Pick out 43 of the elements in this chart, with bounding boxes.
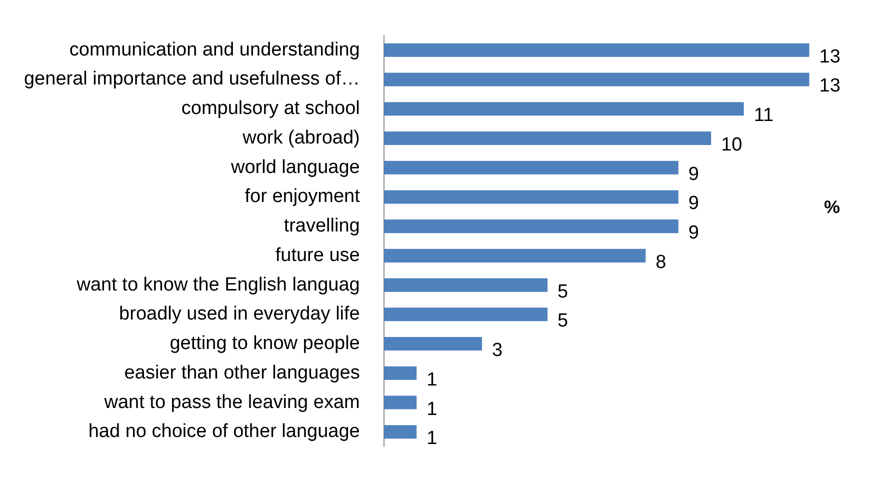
y-tick-label: for enjoyment	[244, 186, 361, 208]
data-label: 1	[426, 398, 438, 420]
data-label: 1	[426, 428, 438, 450]
bar	[384, 425, 417, 439]
y-tick-label: work (abroad)	[242, 127, 360, 148]
y-tick-label: easier than other languages	[124, 362, 360, 384]
y-tick-label: want to pass the leaving exam	[103, 392, 360, 413]
y-tick-label: broadly used in everyday life	[119, 304, 360, 325]
data-label: 13	[819, 76, 840, 97]
data-label: 5	[557, 310, 568, 332]
y-tick-label: had no choice of other language	[88, 421, 360, 442]
bar	[384, 308, 548, 322]
y-tick-label: communication and understanding	[69, 39, 360, 60]
bar	[384, 131, 712, 145]
y-tick-label: future use	[275, 244, 360, 266]
y-tick-label: want to know the English languag	[76, 274, 360, 296]
data-label: 9	[688, 164, 699, 185]
bar	[384, 278, 548, 292]
data-label: 3	[492, 340, 503, 362]
y-tick-label: general importance and usefulness of…	[24, 68, 360, 90]
data-label: 13	[819, 46, 840, 68]
bar	[384, 220, 678, 234]
data-label: 9	[688, 222, 699, 244]
bar	[384, 366, 417, 380]
text: %	[824, 197, 840, 218]
data-label: 11	[754, 105, 774, 126]
y-tick-label: compulsory at school	[181, 98, 360, 120]
y-tick-label: getting to know people	[170, 333, 360, 354]
bar	[384, 396, 417, 410]
y-tick-label: travelling	[284, 216, 360, 237]
bar	[384, 72, 810, 86]
bar	[384, 248, 646, 262]
bar	[384, 337, 482, 351]
y-tick-label: world language	[230, 156, 360, 178]
bar	[384, 190, 678, 204]
data-label: 8	[656, 252, 666, 273]
data-label: 10	[721, 134, 742, 156]
bar	[384, 160, 678, 174]
data-label: 9	[688, 193, 699, 214]
bar	[384, 43, 810, 57]
data-label: 5	[557, 281, 568, 302]
bar	[384, 102, 744, 116]
data-label: 1	[426, 369, 438, 390]
